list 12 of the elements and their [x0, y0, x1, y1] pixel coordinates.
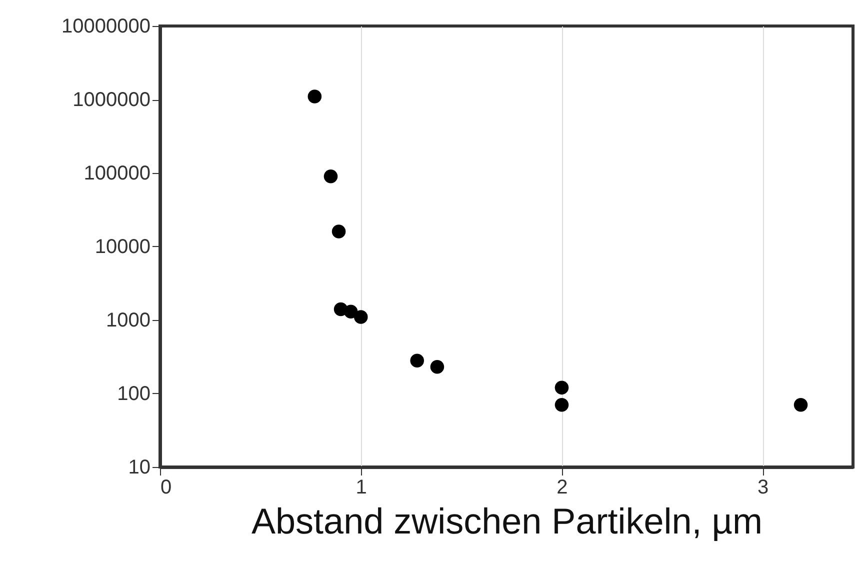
y-tick-label: 100 — [117, 383, 150, 405]
x-tick-label: 1 — [356, 476, 367, 498]
x-tick-label: 2 — [556, 476, 568, 498]
y-tick-label: 1000 — [106, 310, 150, 332]
x-tick-label: 3 — [758, 476, 769, 498]
x-axis-title: Abstand zwischen Partikeln, µm — [252, 500, 762, 542]
x-tick-label: 0 — [160, 476, 172, 498]
y-tick-label: 10000 — [94, 236, 150, 258]
y-tick-label: 1000000 — [72, 89, 150, 111]
y-tick-label: 100000 — [84, 162, 150, 184]
y-tick-label: 10 — [128, 456, 150, 478]
y-tick-label: 10000000 — [62, 16, 150, 38]
